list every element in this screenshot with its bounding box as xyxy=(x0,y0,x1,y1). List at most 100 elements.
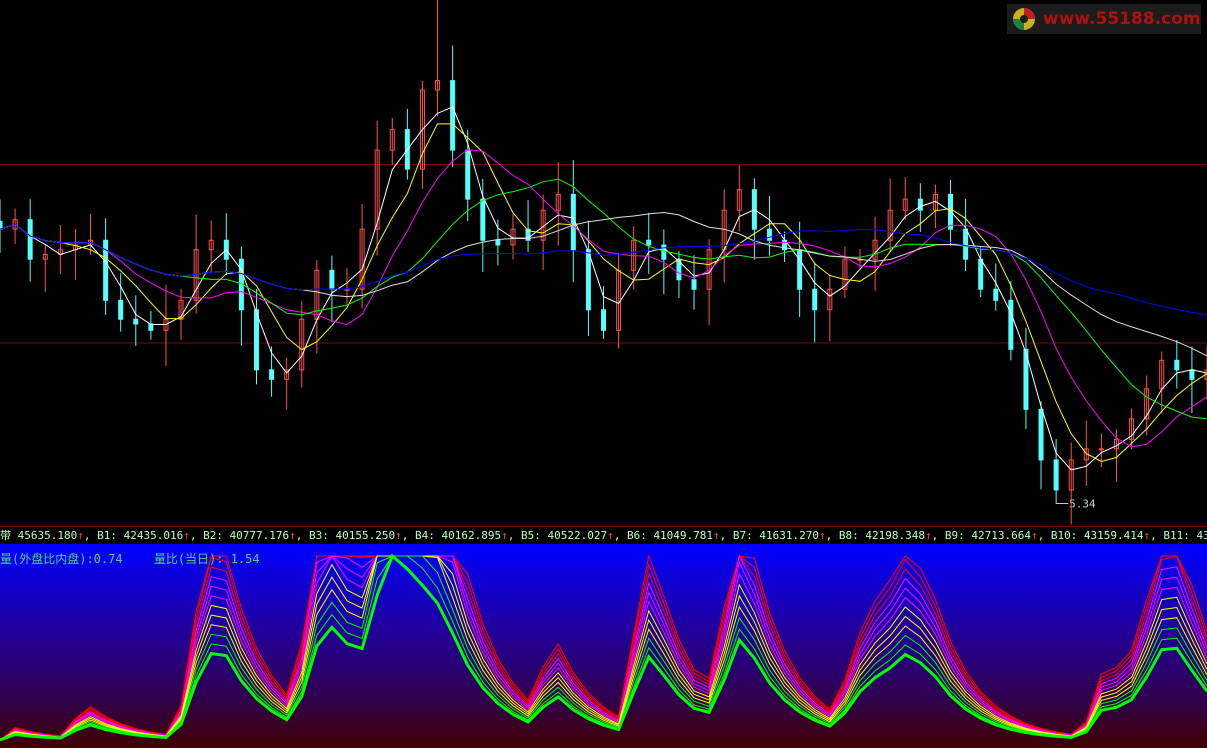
indicator-band xyxy=(0,555,1207,741)
candle-body xyxy=(661,244,667,260)
candle-body xyxy=(103,239,109,301)
logo-text: www.55188.com xyxy=(1043,9,1201,29)
indicator-value-8: , B8: 42198.348 xyxy=(825,529,925,542)
up-arrow-icon: ↑ xyxy=(924,529,932,542)
up-arrow-icon: ↑ xyxy=(183,529,190,542)
candle-body xyxy=(525,228,531,241)
indicator-value-7: , B7: 41631.270 xyxy=(719,529,820,542)
indicator-values-strip: 带 45635.180↑, B1: 42435.016↑, B2: 40777.… xyxy=(0,526,1207,545)
candle-body xyxy=(1008,299,1014,350)
candle-body xyxy=(42,253,48,260)
candle-body xyxy=(12,219,18,230)
indicator-value-6: , B6: 41049.781 xyxy=(613,529,714,542)
up-arrow-icon: ↑ xyxy=(1143,529,1151,542)
candle-body xyxy=(269,369,275,380)
candle-body xyxy=(1068,459,1074,491)
candle-body xyxy=(208,239,214,251)
indicator-band xyxy=(0,553,1207,742)
candle-body xyxy=(133,318,139,325)
candle-body xyxy=(329,269,335,290)
candle-body xyxy=(178,299,184,320)
site-logo[interactable]: www.55188.com xyxy=(1007,4,1201,34)
candle-body xyxy=(27,219,33,260)
up-arrow-icon: ↑ xyxy=(1030,529,1038,542)
ma-line-5 xyxy=(0,123,1207,463)
indicator-value-3: , B3: 40155.250 xyxy=(295,529,396,542)
up-arrow-icon: ↑ xyxy=(713,529,720,542)
candle-body xyxy=(917,198,923,211)
candle-body xyxy=(646,239,652,246)
candle-body xyxy=(1129,418,1135,440)
candle-body xyxy=(495,239,501,246)
candle-body xyxy=(1098,448,1104,451)
price-chart: 5.34 xyxy=(0,0,1207,525)
indicator-value-0: 带 45635.180 xyxy=(0,529,78,542)
candle-body xyxy=(450,80,456,151)
indicator-panel[interactable] xyxy=(0,544,1207,748)
up-arrow-icon: ↑ xyxy=(289,529,296,542)
candle-body xyxy=(872,239,878,260)
indicator-value-2: , B2: 40777.176 xyxy=(189,529,290,542)
indicator-band xyxy=(0,554,1207,741)
outer-inner-ratio: 量(外盘比内盘):0.74 xyxy=(0,552,123,566)
candle-body xyxy=(993,288,999,301)
candle-body xyxy=(480,198,486,241)
candle-body xyxy=(902,198,908,211)
candle-body xyxy=(253,309,259,371)
candle-body xyxy=(1174,359,1180,371)
candle-body xyxy=(299,318,305,371)
low-marker-line xyxy=(1055,499,1069,504)
indicator-band xyxy=(0,554,1207,741)
candle-body xyxy=(1189,369,1195,380)
indicator-chart xyxy=(0,553,1207,742)
up-arrow-icon: ↑ xyxy=(607,529,614,542)
candle-body xyxy=(766,228,772,241)
candle-body xyxy=(555,193,561,211)
indicator-band xyxy=(0,555,1207,741)
ma-line-8 xyxy=(0,149,1207,448)
candle-body xyxy=(585,249,591,311)
candle-body xyxy=(978,258,984,290)
price-chart-panel[interactable]: 5.34 xyxy=(0,0,1207,525)
indicator-band xyxy=(0,554,1207,741)
candle-body xyxy=(0,220,3,230)
indicator-band xyxy=(0,555,1207,741)
low-marker-label: 5.34 xyxy=(1069,497,1096,510)
ma-line-34 xyxy=(0,223,1207,316)
candle-body xyxy=(736,189,742,211)
candle-body xyxy=(827,288,833,311)
up-arrow-icon: ↑ xyxy=(819,529,826,542)
candle-body xyxy=(601,309,606,331)
candle-body xyxy=(1023,348,1029,410)
candle-body xyxy=(887,209,893,241)
candle-body xyxy=(118,299,124,320)
candle-body xyxy=(359,228,365,290)
candle-body xyxy=(1053,459,1059,491)
indicator-band xyxy=(0,555,1207,741)
indicator-band xyxy=(0,555,1207,741)
up-arrow-icon: ↑ xyxy=(395,529,402,542)
indicator-band xyxy=(0,555,1207,741)
indicator-value-10: , B10: 43159.414 xyxy=(1037,529,1144,542)
ma-line-3 xyxy=(0,106,1207,471)
indicator-value-4: , B4: 40162.895 xyxy=(401,529,502,542)
indicator-value-11: , B11: 43529.664 xyxy=(1150,529,1207,542)
indicator-value-9: , B9: 42713.664 xyxy=(931,529,1031,542)
candle-body xyxy=(812,288,818,311)
candle-body xyxy=(284,369,290,380)
candle-body xyxy=(435,80,441,91)
candle-body xyxy=(797,249,803,290)
candle-body xyxy=(389,129,395,151)
candle-body xyxy=(374,149,380,230)
candle-body xyxy=(465,149,471,200)
candle-body xyxy=(1144,388,1150,420)
candle-body xyxy=(963,228,969,260)
indicator-label: 量(外盘比内盘):0.74 量比(当日): 1.54 xyxy=(0,550,284,567)
candle-body xyxy=(419,89,425,170)
logo-swirl-icon xyxy=(1013,8,1035,30)
indicator-value-1: , B1: 42435.016 xyxy=(83,529,184,542)
volume-ratio: 量比(当日): 1.54 xyxy=(153,552,260,566)
candle-body xyxy=(842,258,848,290)
candle-body xyxy=(691,279,697,290)
up-arrow-icon: ↑ xyxy=(501,529,508,542)
